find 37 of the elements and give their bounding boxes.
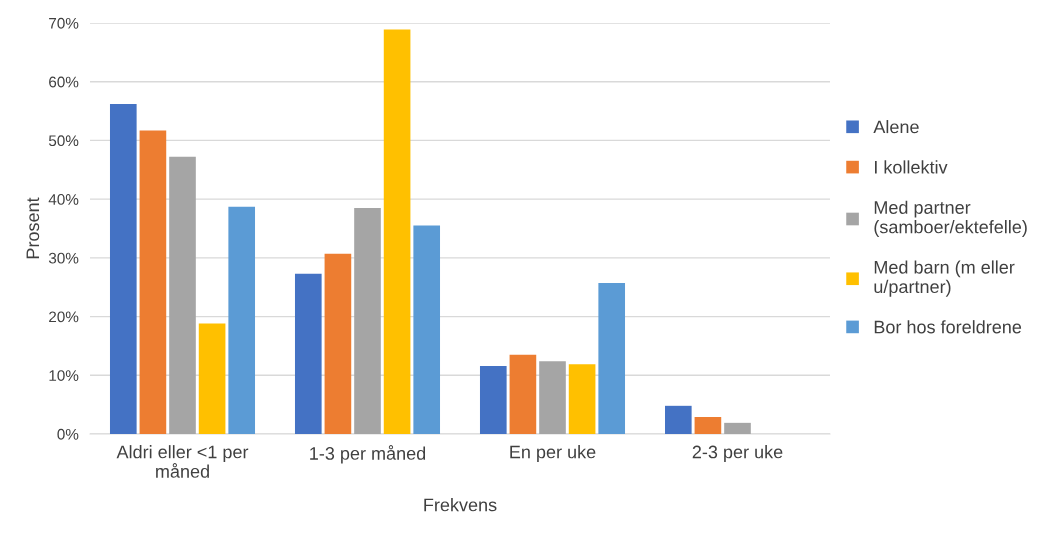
bar <box>383 29 411 434</box>
bar <box>324 253 352 434</box>
legend-label: Med partner (samboer/ektefelle) <box>874 200 1027 237</box>
bar <box>228 206 256 434</box>
bar <box>694 416 722 434</box>
bar <box>568 364 596 434</box>
bar <box>539 361 566 434</box>
x-tick-label: 1-3 per måned <box>310 445 426 464</box>
x-tick-label: En per uke <box>510 445 596 462</box>
y-tick-label: 10% <box>49 370 79 381</box>
legend-label: I kollektiv <box>875 160 948 174</box>
bar <box>169 156 196 434</box>
legend-label: Bor hos foreldrene <box>874 320 1022 334</box>
y-tick-label: 0% <box>57 428 79 440</box>
bar <box>724 422 751 434</box>
x-tick-label: 2-3 per uke <box>692 445 783 462</box>
bar <box>294 273 322 434</box>
bar <box>109 104 137 434</box>
x-tick-label: Aldri eller <1 per måned <box>116 445 249 478</box>
bar <box>479 365 507 434</box>
legend-label: Alene <box>873 120 919 134</box>
y-axis-title: Prosent <box>26 197 40 259</box>
y-tick-label: 50% <box>48 135 79 147</box>
y-tick-label: 40% <box>48 194 79 205</box>
x-axis-title: Frekvens <box>424 498 497 512</box>
bar <box>413 225 441 434</box>
bar <box>198 323 226 434</box>
bar <box>509 354 537 434</box>
bar <box>139 130 167 434</box>
y-tick-label: 70% <box>49 17 79 29</box>
bar <box>354 207 381 434</box>
bar <box>664 405 692 434</box>
bar <box>598 283 626 434</box>
y-tick-label: 60% <box>49 76 79 88</box>
y-tick-label: 20% <box>49 311 79 323</box>
legend-label: Med barn (m eller u/partner) <box>874 260 1015 297</box>
y-tick-label: 30% <box>48 252 79 264</box>
